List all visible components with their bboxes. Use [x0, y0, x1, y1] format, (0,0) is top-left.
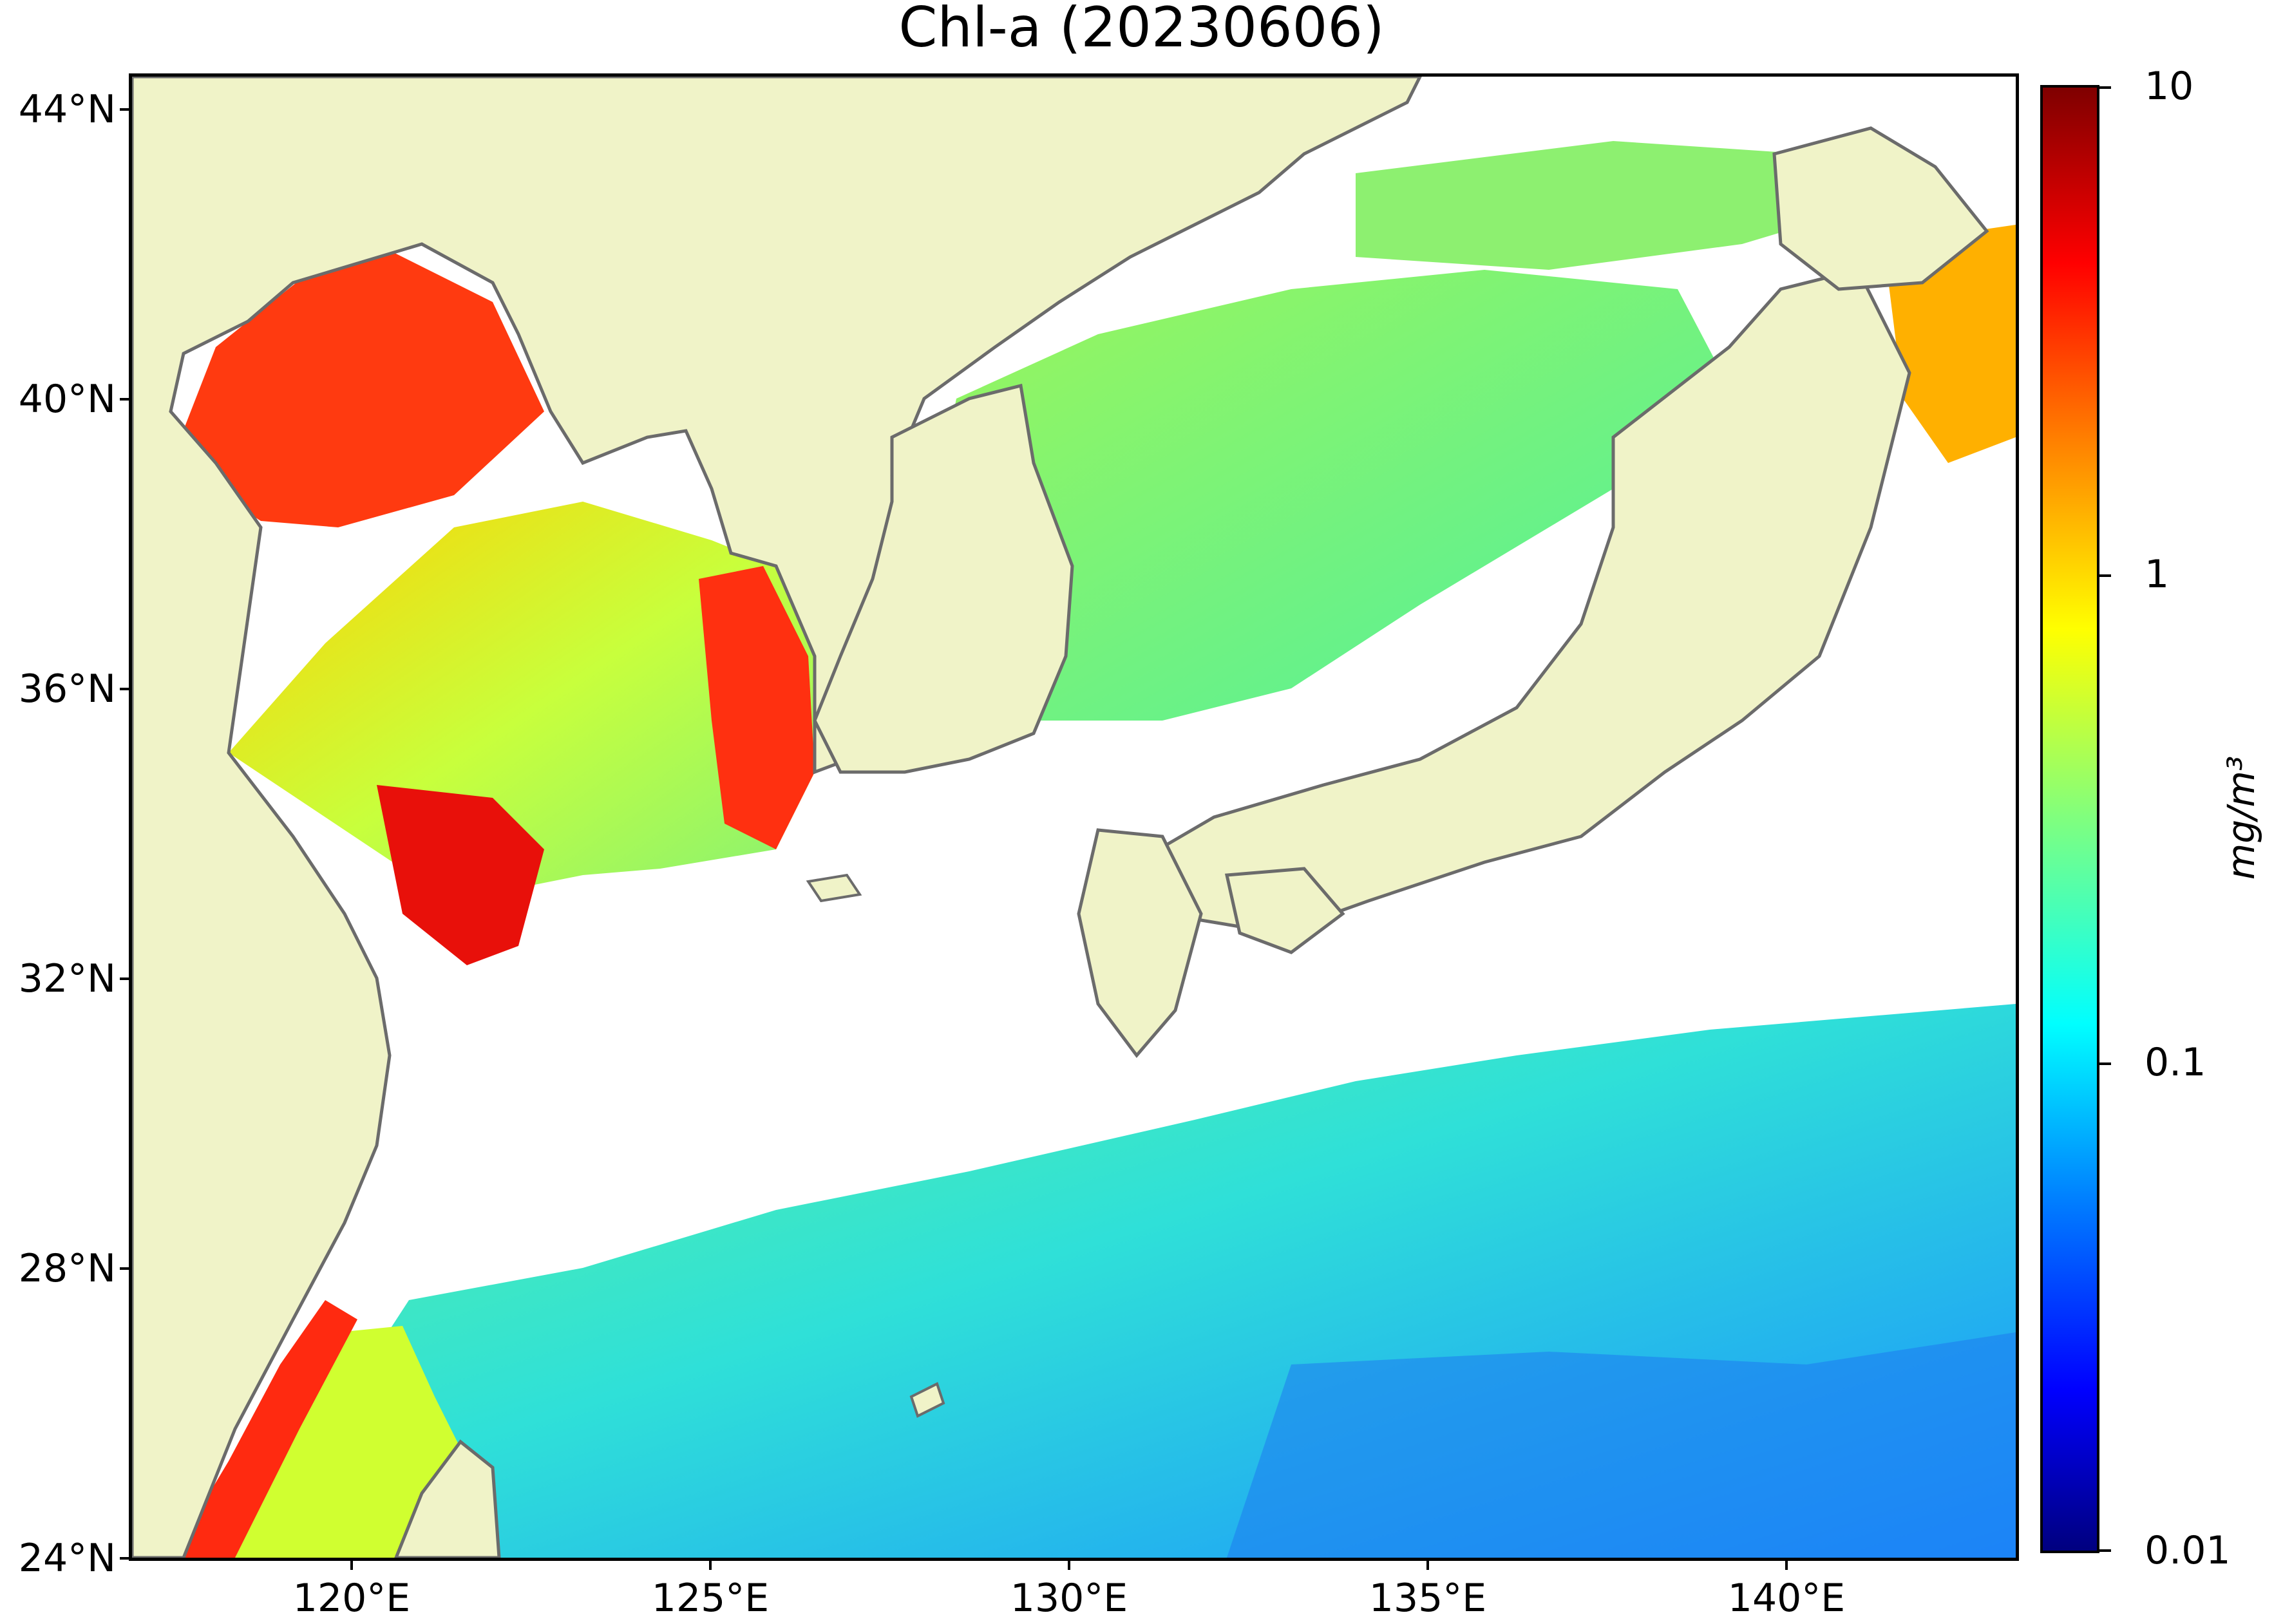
lon-label-140: 140°E [1727, 1576, 1846, 1621]
lat-label-28: 28°N [18, 1246, 116, 1291]
lat-label-32: 32°N [18, 956, 116, 1001]
lat-label-40: 40°N [18, 377, 116, 422]
cbar-tick [2099, 574, 2111, 577]
lat-tick [120, 1557, 129, 1560]
japan-sea-field [931, 270, 1742, 721]
bohai-sea-field [171, 250, 544, 527]
jeju-island [806, 873, 862, 903]
cbar-label-1: 1 [2145, 552, 2170, 597]
japan-sea-north-field [1356, 141, 1871, 270]
lon-label-130: 130°E [1010, 1576, 1128, 1621]
lat-tick [120, 108, 129, 111]
hokkaido-island [1772, 126, 1989, 291]
lat-tick [120, 688, 129, 690]
cbar-label-0-01: 0.01 [2145, 1528, 2231, 1573]
lat-tick [120, 1267, 129, 1270]
yellow-sea-field [229, 502, 840, 914]
lat-tick [120, 977, 129, 980]
cbar-label-0-1: 0.1 [2145, 1040, 2206, 1085]
lon-tick [1426, 1561, 1429, 1570]
lon-tick [1785, 1561, 1788, 1570]
colorbar [2040, 85, 2099, 1553]
fujian-coast-bloom [171, 1300, 357, 1558]
lat-label-24: 24°N [18, 1536, 116, 1581]
cbar-label-10: 10 [2145, 64, 2194, 109]
kyushu-island [1077, 828, 1203, 1058]
lon-label-125: 125°E [651, 1576, 770, 1621]
lon-tick [1068, 1561, 1070, 1570]
map-panel [129, 73, 2019, 1561]
lat-label-44: 44°N [18, 87, 116, 132]
map-canvas [132, 77, 2016, 1558]
okinawa-island [909, 1382, 945, 1418]
korean-west-coast-bloom [699, 566, 815, 849]
taiwan-island [394, 1439, 501, 1558]
cbar-tick [2099, 86, 2111, 89]
honshu-island [1134, 268, 1911, 935]
lon-tick [709, 1561, 712, 1570]
lon-tick [350, 1561, 353, 1570]
lon-label-135: 135°E [1369, 1576, 1487, 1621]
china-korea-landmass [132, 77, 1422, 1558]
open-ocean-blue-patch [1227, 1332, 2016, 1558]
cbar-tick [2099, 1549, 2111, 1552]
yangtze-coast-bloom [377, 785, 544, 965]
lat-tick [120, 398, 129, 401]
lat-label-36: 36°N [18, 666, 116, 712]
shikoku-island [1224, 867, 1345, 954]
cbar-tick [2099, 1062, 2111, 1065]
cbar-unit-label: mg/m³ [2219, 755, 2263, 880]
korea-peninsula [813, 383, 1074, 774]
lon-label-120: 120°E [292, 1576, 411, 1621]
map-title: Chl-a (20230606) [898, 0, 1385, 60]
